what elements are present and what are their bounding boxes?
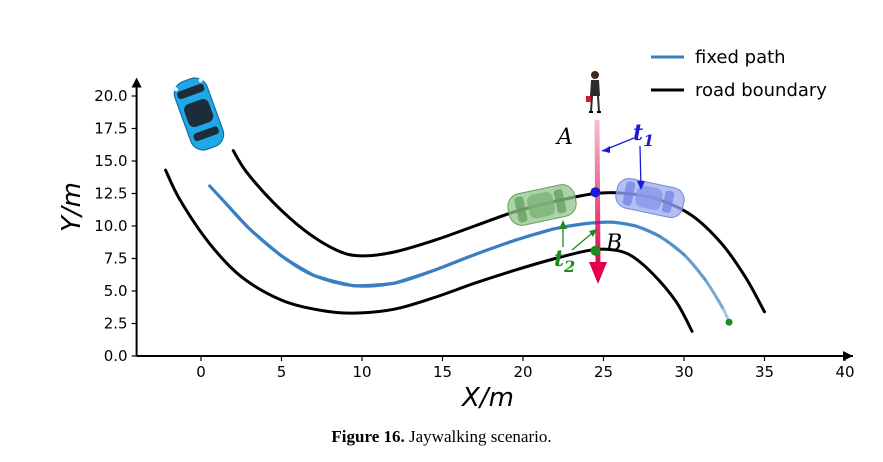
fixed-path-segment: [634, 224, 707, 281]
jaywalking-chart: 0 5 10 15 20 25 30 35 40 0.0 2.5 5.0 7.5 10.0 12.5 15.0…: [57, 47, 855, 413]
y-tick-label: 12.5: [94, 185, 127, 203]
x-tick-label: 0: [196, 363, 206, 381]
legend: fixed path road boundary: [651, 47, 827, 101]
y-axis-arrowhead: [131, 77, 142, 88]
y-tick-label: 2.5: [104, 315, 128, 333]
x-tick-label: 25: [594, 363, 613, 381]
pedestrian-arrow: [589, 119, 607, 284]
y-tick-label: 17.5: [94, 120, 127, 138]
car-blue-icon: [615, 177, 685, 219]
y-tick-label: 20.0: [94, 87, 127, 105]
y-tick-label: 7.5: [104, 250, 128, 268]
fixed-path-segment: [682, 253, 731, 324]
fixed-path-segment: [223, 201, 316, 277]
path-end-marker: [725, 318, 733, 326]
point-b-marker: [590, 245, 601, 256]
car-cyan-icon: [173, 77, 225, 151]
road-boundary-lower: [164, 168, 694, 333]
point-b-label: B: [605, 231, 622, 256]
x-tick-label: 35: [755, 363, 774, 381]
svg-text:t1: t1: [633, 120, 654, 150]
figure-caption: Figure 16. Jaywalking scenario.: [0, 427, 883, 447]
x-tick-label: 30: [674, 363, 693, 381]
point-a-marker: [590, 187, 601, 198]
t2-annotation: t2: [554, 220, 597, 276]
y-tick-label: 15.0: [94, 152, 127, 170]
fixed-path-segment: [473, 221, 589, 257]
fixed-path-segment: [247, 227, 356, 288]
x-tick-label: 20: [513, 363, 532, 381]
pedestrian-icon: [586, 71, 601, 113]
fixed-path-segment: [352, 253, 477, 288]
fixed-path-segment: [703, 277, 732, 325]
y-tick-label: 0.0: [104, 347, 128, 365]
figure-caption-text: Jaywalking scenario.: [404, 427, 552, 446]
car-green-icon: [507, 184, 577, 226]
figure-label: Figure 16.: [331, 427, 405, 446]
legend-label-fixed-path: fixed path: [695, 47, 786, 68]
x-tick-label: 5: [277, 363, 287, 381]
fixed-path-segment: [658, 234, 725, 310]
x-tick-label: 10: [352, 363, 371, 381]
road-boundary-upper: [231, 149, 766, 314]
t1-annotation: t1: [601, 120, 654, 190]
x-axis-title: X/m: [460, 383, 514, 413]
y-tick-label: 10.0: [94, 217, 127, 235]
svg-text:t2: t2: [554, 246, 575, 276]
y-tick-label: 5.0: [104, 282, 128, 300]
point-a-label: A: [555, 125, 573, 150]
x-tick-label: 40: [835, 363, 854, 381]
legend-label-road-boundary: road boundary: [695, 80, 827, 101]
x-tick-label: 15: [433, 363, 452, 381]
fixed-path-segment: [610, 220, 686, 257]
y-axis-title: Y/m: [57, 182, 87, 232]
